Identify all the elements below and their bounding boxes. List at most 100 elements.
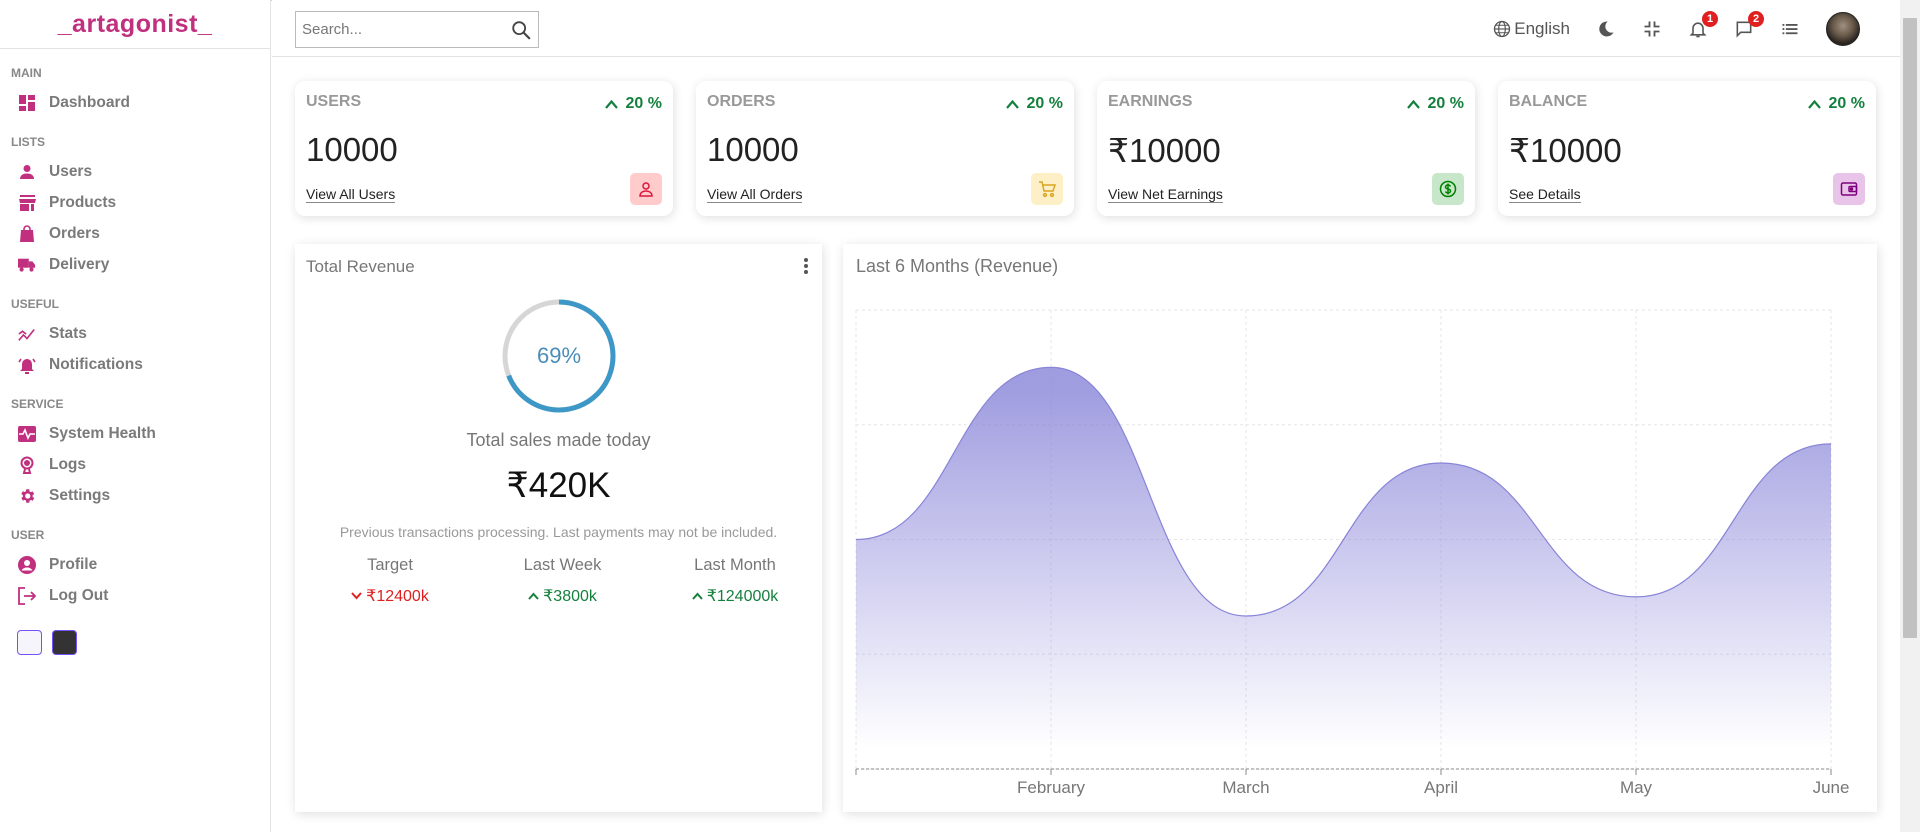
sidebar-section-title: SERVICE (11, 397, 64, 411)
sidebar-item-logs[interactable]: Logs (0, 449, 270, 480)
sidebar-item-settings[interactable]: Settings (0, 480, 270, 511)
sidebar-item-orders[interactable]: Orders (0, 218, 270, 249)
sidebar-item-label: Products (49, 193, 117, 211)
widget-users: USERS 20 % 10000 View All Users (295, 81, 673, 216)
logout-icon (18, 586, 36, 605)
widget-percentage: 20 % (1406, 95, 1464, 113)
sidebar-item-notifications[interactable]: Notifications (0, 349, 270, 380)
summary-last-month: Last Month ₹124000k (660, 556, 810, 606)
sidebar-item-products[interactable]: Products (0, 187, 270, 218)
summary-title: Last Week (523, 556, 602, 574)
summary-title: Last Month (694, 556, 776, 574)
sidebar-item-log-out[interactable]: Log Out (0, 580, 270, 611)
sidebar-item-label: Profile (49, 555, 98, 573)
sidebar-item-profile[interactable]: Profile (0, 549, 270, 580)
x-tick-label: June (1813, 778, 1850, 797)
widget-title: USERS (306, 93, 362, 110)
section-gap (0, 380, 270, 396)
section-gap (0, 280, 270, 296)
widget-earnings: EARNINGS 20 % ₹10000 View Net Earnings (1097, 81, 1475, 216)
summary-last-week: Last Week ₹3800k (488, 556, 638, 606)
search-icon[interactable] (510, 19, 532, 46)
widget-percentage-value: 20 % (625, 95, 662, 112)
dark-theme-button[interactable] (52, 630, 77, 655)
summary-amount: ₹3800k (543, 588, 597, 605)
widget-value: 10000 (707, 131, 799, 168)
widget-title: ORDERS (707, 93, 776, 110)
widget-link[interactable]: View All Orders (707, 186, 803, 203)
user-avatar-button[interactable] (1826, 12, 1860, 46)
more-vert-icon[interactable] (803, 257, 809, 280)
chevron-up-icon (1406, 99, 1420, 109)
sidebar: _artagonist_ MAIN Dashboard LISTS Users Prod… (0, 0, 271, 832)
sidebar-item-label: Logs (49, 455, 87, 473)
widget-percentage-value: 20 % (1427, 95, 1464, 112)
stats-icon (18, 325, 36, 343)
x-tick-label: February (1017, 778, 1086, 797)
health-icon (18, 425, 36, 443)
search-box (295, 11, 539, 48)
language-selector[interactable]: English (1492, 19, 1570, 39)
widget-link[interactable]: View All Users (306, 186, 396, 203)
series-line (855, 366, 1832, 617)
widget-link[interactable]: View Net Earnings (1108, 186, 1223, 203)
search-input[interactable] (296, 21, 496, 38)
logo[interactable]: _artagonist_ (0, 0, 270, 49)
person-icon[interactable] (630, 173, 662, 205)
notifications-badge: 1 (1702, 11, 1718, 27)
money-icon[interactable] (1432, 173, 1464, 205)
topbar: English 1 2 (272, 0, 1900, 57)
summary-amount: ₹124000k (706, 588, 779, 605)
revenue-chart-card: Last 6 Months (Revenue) February March Apr… (843, 244, 1877, 812)
x-tick-label: March (1222, 778, 1269, 797)
widget-title: BALANCE (1509, 93, 1588, 110)
fullscreen-toggle[interactable] (1642, 19, 1662, 39)
sidebar-item-dashboard[interactable]: Dashboard (0, 87, 270, 118)
sidebar-section-title: USER (11, 528, 45, 542)
moon-icon (1599, 21, 1614, 37)
summary-amount: ₹12400k (366, 588, 429, 605)
cart-icon[interactable] (1031, 173, 1063, 205)
sidebar-item-users[interactable]: Users (0, 156, 270, 187)
chevron-up-icon (1005, 99, 1019, 109)
widget-percentage: 20 % (604, 95, 662, 113)
sidebar-section-title: MAIN (11, 66, 42, 80)
messages-button[interactable]: 2 (1734, 11, 1764, 39)
progress-label: 69% (536, 343, 582, 368)
logo-text[interactable]: _artagonist_ (57, 9, 213, 38)
sidebar-item-system-health[interactable]: System Health (0, 418, 270, 449)
sidebar-item-label: Orders (49, 224, 100, 242)
globe-icon (1494, 20, 1511, 38)
list-menu-button[interactable] (1780, 19, 1800, 39)
fullscreen-exit-icon (1644, 21, 1660, 37)
total-revenue-card: Total Revenue 69% Total sales made today… (295, 244, 822, 812)
sidebar-item-stats[interactable]: Stats (0, 318, 270, 349)
sidebar-item-label: Users (49, 162, 93, 180)
page-scrollbar[interactable] (1900, 0, 1920, 832)
dark-mode-toggle[interactable] (1596, 19, 1616, 39)
sidebar-section-title: LISTS (11, 135, 46, 149)
section-gap (0, 118, 270, 134)
area-fill (856, 367, 1831, 769)
chevron-down-icon (351, 592, 362, 600)
light-theme-button[interactable] (17, 630, 42, 655)
theme-switcher (17, 630, 270, 655)
truck-icon (18, 256, 36, 274)
revenue-amount: ₹420K (506, 466, 611, 505)
sidebar-item-label: Dashboard (49, 93, 130, 111)
notifications-button[interactable]: 1 (1688, 11, 1718, 39)
bell-outline-icon (1689, 22, 1707, 38)
wallet-icon[interactable] (1833, 173, 1865, 205)
sidebar-section-title: USEFUL (11, 297, 59, 311)
summary-target: Target ₹12400k (315, 556, 465, 606)
messages-badge: 2 (1748, 11, 1764, 27)
scrollbar-thumb[interactable] (1903, 18, 1917, 638)
chevron-up-icon (691, 592, 703, 600)
widget-link[interactable]: See Details (1509, 186, 1581, 203)
widget-percentage-value: 20 % (1026, 95, 1063, 112)
chevron-up-icon (1807, 99, 1821, 109)
sidebar-item-delivery[interactable]: Delivery (0, 249, 270, 280)
avatar (1826, 12, 1860, 46)
settings-icon (18, 487, 36, 505)
